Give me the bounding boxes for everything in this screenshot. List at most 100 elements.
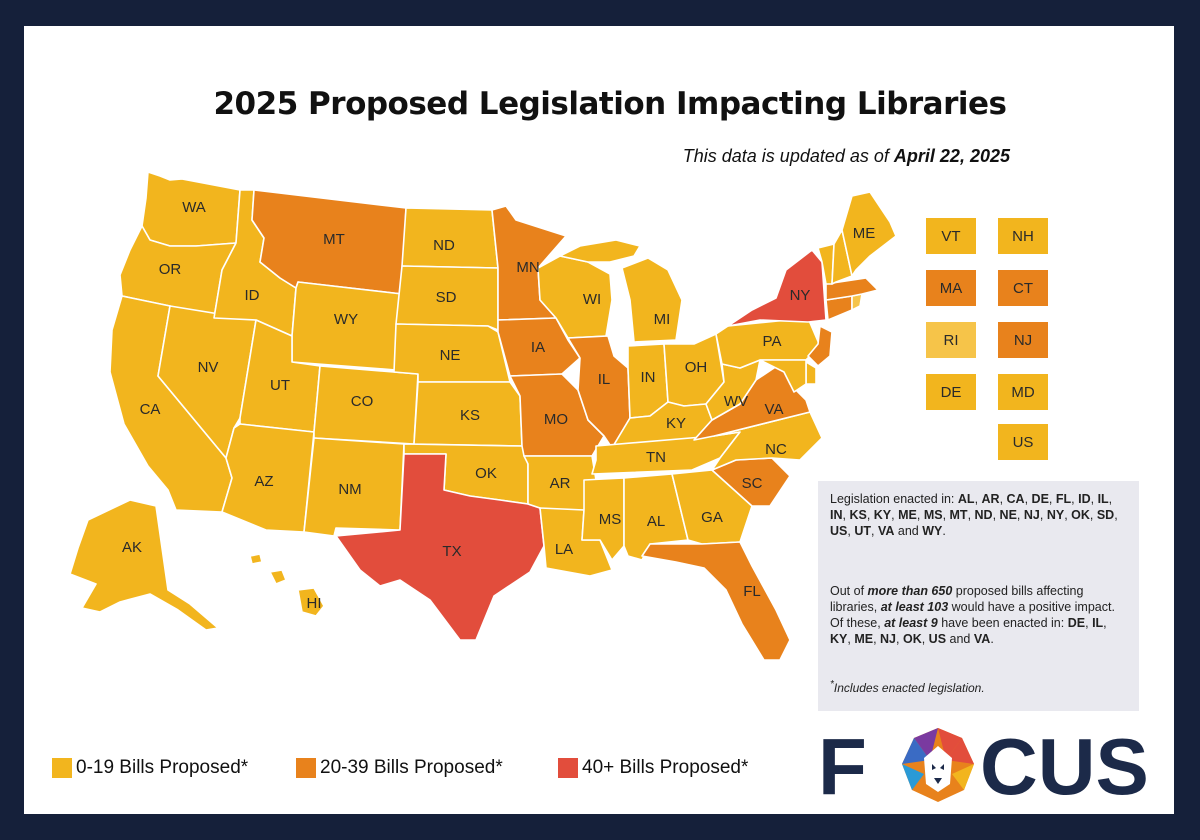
label-MN: MN (516, 259, 539, 276)
state-ME[interactable] (841, 191, 897, 277)
state-code: ME (854, 632, 874, 646)
label-MI: MI (654, 311, 671, 328)
label-AZ: AZ (254, 473, 273, 490)
label-IA: IA (531, 339, 545, 356)
state-code: AL (957, 492, 975, 506)
label-SC: SC (742, 475, 763, 492)
label-NC: NC (765, 441, 787, 458)
legend-label-low: 0-19 Bills Proposed* (76, 757, 249, 778)
map-title: 2025 Proposed Legislation Impacting Libr… (213, 86, 1007, 122)
svg-text:CUS: CUS (980, 724, 1148, 804)
label-NY: NY (790, 287, 811, 304)
state-code: KS (849, 508, 867, 522)
label-NM: NM (338, 481, 361, 498)
enacted-paragraph: Legislation enacted in: AL, AR, CA, DE, … (830, 492, 1118, 538)
legend-mid: 20-39 Bills Proposed* (296, 757, 503, 779)
state-code: NE (999, 508, 1017, 522)
label-LA: LA (555, 541, 573, 558)
state-MI[interactable] (621, 257, 683, 343)
label-ME: ME (853, 225, 876, 242)
label-MO: MO (544, 411, 568, 428)
label-VA: VA (765, 401, 784, 418)
label-WA: WA (182, 199, 206, 216)
box-DE[interactable]: DE (926, 374, 976, 410)
label-MS: MS (599, 511, 622, 528)
state-code: MT (949, 508, 968, 522)
state-SD[interactable] (395, 265, 499, 331)
label-MT: MT (323, 231, 345, 248)
legend-swatch-low (52, 758, 72, 778)
label-KY: KY (666, 415, 686, 432)
state-MA[interactable] (825, 277, 879, 301)
label-OR: OR (159, 261, 182, 278)
state-MD[interactable] (759, 359, 807, 393)
box-NH[interactable]: NH (998, 218, 1048, 254)
state-code: NJ (1023, 508, 1040, 522)
state-code: IL (1092, 616, 1104, 630)
state-code: UT (854, 524, 871, 538)
state-NC[interactable] (711, 411, 823, 471)
label-NE: NE (440, 347, 461, 364)
box-US[interactable]: US (998, 424, 1048, 460)
state-code: SD (1096, 508, 1115, 522)
state-HI-2[interactable] (269, 569, 287, 585)
state-DE[interactable] (805, 361, 817, 385)
state-TX[interactable] (335, 453, 545, 641)
box-RI[interactable]: RI (926, 322, 976, 358)
box-VT[interactable]: VT (926, 218, 976, 254)
state-NH[interactable] (831, 229, 853, 285)
state-code: US (928, 632, 947, 646)
label-NV: NV (198, 359, 219, 376)
label-HI: HI (307, 595, 322, 612)
state-code: OK (902, 632, 922, 646)
box-CT[interactable]: CT (998, 270, 1048, 306)
state-code: ND (974, 508, 993, 522)
state-HI-3[interactable] (249, 553, 263, 565)
legend-label-mid: 20-39 Bills Proposed* (320, 757, 503, 778)
label-AL: AL (647, 513, 665, 530)
label-OK: OK (475, 465, 497, 482)
state-NY[interactable] (727, 249, 827, 327)
footnote: *Includes enacted legislation. (830, 679, 985, 695)
label-IL: IL (598, 371, 611, 388)
state-FL[interactable] (641, 541, 791, 661)
state-code: DE (1031, 492, 1049, 506)
label-SD: SD (436, 289, 457, 306)
label-PA: PA (763, 333, 782, 350)
state-VT[interactable] (817, 243, 835, 285)
label-AK: AK (122, 539, 142, 556)
legend-swatch-high (558, 758, 578, 778)
state-code: AR (981, 492, 1000, 506)
info-panel: Legislation enacted in: AL, AR, CA, DE, … (818, 481, 1139, 711)
state-MI-UP[interactable] (559, 239, 641, 263)
state-code: NJ (880, 632, 897, 646)
state-code: DE (1067, 616, 1086, 630)
state-code: OK (1071, 508, 1090, 522)
label-KS: KS (460, 407, 480, 424)
state-code: ME (898, 508, 917, 522)
state-HI[interactable] (297, 587, 325, 617)
map-subtitle: This data is updated as of April 22, 202… (682, 146, 1010, 166)
positive-paragraph: Out of more than 650 proposed bills affe… (830, 584, 1115, 646)
focus-logo: F CUS (818, 724, 1148, 804)
label-IN: IN (641, 369, 656, 386)
svg-text:F: F (818, 724, 867, 804)
state-code: KY (830, 632, 848, 646)
box-MD[interactable]: MD (998, 374, 1048, 410)
state-code: KY (873, 508, 892, 522)
state-code: MS (923, 508, 943, 522)
legend-label-high: 40+ Bills Proposed* (582, 757, 749, 778)
label-TX: TX (442, 543, 461, 560)
state-AK[interactable] (69, 499, 219, 631)
label-ID: ID (245, 287, 260, 304)
state-code: IN (830, 508, 843, 522)
label-CA: CA (140, 401, 161, 418)
box-MA[interactable]: MA (926, 270, 976, 306)
lion-icon (902, 728, 974, 802)
state-code: NY (1046, 508, 1065, 522)
state-NJ[interactable] (807, 325, 833, 367)
state-code: VA (973, 632, 991, 646)
state-code: US (830, 524, 848, 538)
box-NJ[interactable]: NJ (998, 322, 1048, 358)
